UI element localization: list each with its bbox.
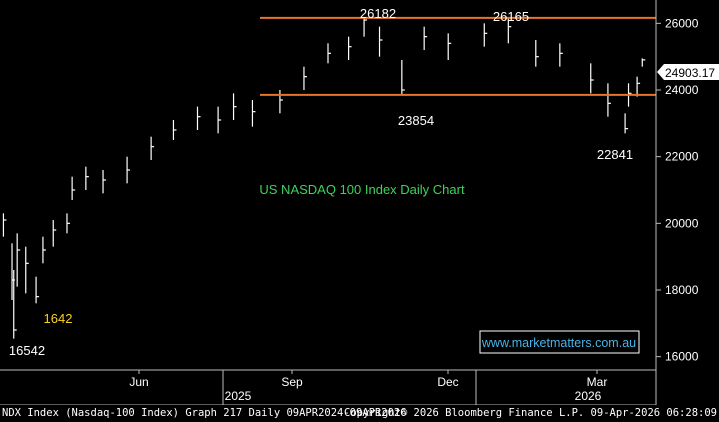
price-bar bbox=[624, 113, 629, 134]
price-bar bbox=[102, 170, 107, 194]
watermark-box bbox=[479, 330, 640, 354]
y-tick-label: 18000 bbox=[665, 283, 699, 297]
price-bar bbox=[217, 106, 222, 134]
price-bar bbox=[590, 63, 594, 94]
annotation-high-2: 26165 bbox=[493, 9, 529, 24]
chart-svg: 16000 18000 20000 22000 24000 26000 Jun Sep Dec M… bbox=[0, 0, 719, 406]
price-bar bbox=[447, 33, 452, 60]
chart-footer: NDX Index (Nasdaq-100 Index) Graph 217 D… bbox=[0, 405, 719, 422]
annotation-high-1: 26182 bbox=[360, 6, 396, 21]
last-price-marker bbox=[657, 64, 719, 80]
price-bar bbox=[42, 236, 46, 264]
price-bar bbox=[232, 93, 237, 120]
y-tick-label: 22000 bbox=[665, 150, 699, 164]
price-bar bbox=[483, 23, 488, 47]
price-bar bbox=[423, 26, 428, 50]
x-tick-label: Dec bbox=[437, 375, 458, 389]
price-bar bbox=[2, 213, 7, 237]
price-bar bbox=[126, 156, 131, 184]
year-label: 2025 bbox=[225, 389, 252, 403]
price-bar bbox=[150, 136, 155, 160]
x-tick-label: Sep bbox=[281, 375, 303, 389]
price-bar bbox=[196, 106, 201, 130]
annotation-low: 16542 bbox=[9, 343, 45, 358]
y-tick-label: 24000 bbox=[665, 83, 699, 97]
price-bar bbox=[35, 276, 40, 304]
price-bar bbox=[13, 270, 17, 339]
annotation-support: 23854 bbox=[398, 113, 434, 128]
x-tick-label: Mar bbox=[587, 375, 608, 389]
price-bar bbox=[636, 76, 641, 97]
annotation-recent-low: 22841 bbox=[597, 147, 633, 162]
price-bar bbox=[507, 17, 512, 44]
price-bar bbox=[607, 83, 611, 117]
footer-copyright-text: Copyright© 2026 Bloomberg Finance L.P. 0… bbox=[344, 407, 717, 419]
price-bar bbox=[327, 43, 331, 64]
chart-title: US NASDAQ 100 Index Daily Chart bbox=[259, 182, 465, 197]
y-tick-label: 20000 bbox=[665, 216, 699, 230]
price-bar bbox=[303, 66, 307, 90]
price-bar bbox=[71, 176, 76, 200]
y-tick-label: 16000 bbox=[665, 350, 699, 364]
price-bar bbox=[348, 36, 352, 60]
year-label: 2026 bbox=[575, 389, 602, 403]
price-bar bbox=[363, 17, 368, 37]
watermark-text: www.marketmatters.com.au bbox=[481, 336, 636, 350]
price-bar bbox=[16, 233, 21, 287]
price-bar bbox=[251, 100, 256, 127]
price-bar bbox=[401, 60, 405, 95]
footer-source-text: NDX Index (Nasdaq-100 Index) Graph 217 D… bbox=[2, 407, 407, 419]
price-bar bbox=[66, 213, 70, 234]
price-bar bbox=[25, 246, 29, 294]
price-bar bbox=[172, 120, 177, 140]
price-bar bbox=[378, 26, 383, 57]
annotation-yellow: 1642 bbox=[44, 311, 73, 326]
price-bar bbox=[85, 166, 89, 190]
y-tick-label: 26000 bbox=[665, 16, 699, 30]
last-price-label: 24903.17 bbox=[665, 66, 715, 80]
price-bar bbox=[52, 220, 57, 247]
price-bar bbox=[641, 58, 646, 67]
price-bar bbox=[535, 40, 539, 67]
price-bar bbox=[559, 43, 563, 67]
x-tick-label: Jun bbox=[129, 375, 148, 389]
